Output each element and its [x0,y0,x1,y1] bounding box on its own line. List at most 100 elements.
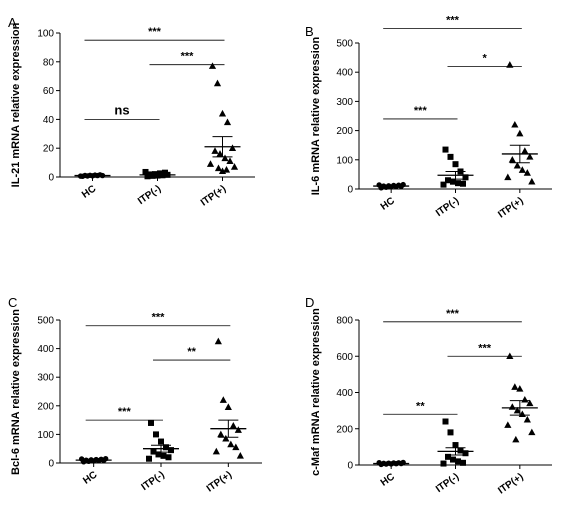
data-point [516,129,524,137]
significance-label: *** [414,105,428,117]
data-point [219,396,227,403]
data-point [455,180,461,187]
data-point [457,447,464,454]
data-point [452,161,459,168]
data-point [223,118,232,126]
y-tick-label: 0 [347,185,353,196]
panel-A: A 0 20 40 60 80 100 IL-21 mRNA relative express… [8,15,255,209]
data-point [228,144,237,151]
data-point [214,164,223,172]
panel-B: B 0 100 200 300 400 500 IL-6 mRNA relative expr… [305,14,552,221]
data-point [440,460,447,467]
x-tick-label: ITP(-) [139,469,166,493]
data-point [521,395,529,403]
data-point [462,174,469,181]
data-point [504,173,512,181]
y-tick-label: 60 [43,86,55,97]
data-point [452,442,459,449]
data-point [162,169,168,176]
panel-letter: C [8,295,17,310]
data-point [512,435,520,443]
data-point [526,399,534,407]
y-tick-label: 300 [37,373,54,384]
y-tick-label: 400 [336,68,353,79]
y-tick-label: 400 [37,344,54,355]
data-point [508,156,516,163]
data-point [440,181,447,188]
x-tick-label: ITP(-) [434,195,461,219]
data-point [518,166,526,173]
y-tick-label: 500 [336,39,353,50]
y-tick-label: 100 [37,430,54,441]
data-point [450,456,456,463]
data-point [516,385,524,392]
x-tick-label: HC [379,195,397,212]
y-tick-label: 100 [37,29,54,40]
y-tick-label: 200 [37,401,54,412]
data-point [155,451,162,458]
y-tick-label: 400 [336,388,353,399]
y-axis-label: IL-6 mRNA relative expression [310,36,322,195]
data-point [528,428,536,436]
data-point [447,429,454,436]
data-point [165,454,172,461]
data-point [163,444,169,451]
y-tick-label: 800 [336,316,353,327]
data-point [227,440,235,448]
data-point [521,147,529,154]
data-point [217,430,225,438]
data-point [460,459,466,466]
data-point [157,170,163,177]
x-tick-label: ITP(-) [434,471,461,495]
panel-letter: D [305,295,314,310]
data-point [226,157,234,164]
y-tick-label: 80 [43,57,55,68]
data-point [211,147,219,154]
x-tick-label: HC [80,183,98,200]
data-point [160,452,167,459]
y-tick-label: 0 [48,459,54,470]
data-point [526,153,534,160]
data-point [168,447,174,454]
significance-label: ns [114,102,129,117]
data-point [221,154,229,162]
significance-label: *** [152,312,166,324]
data-point [153,431,159,438]
data-point [148,419,154,426]
panel-letter: A [8,15,17,30]
data-point [216,150,224,157]
data-point [158,438,164,445]
data-point [376,459,382,466]
data-point [229,422,237,429]
data-point [511,383,519,390]
data-point [218,167,227,175]
data-point [142,168,149,175]
significance-label: *** [446,14,460,26]
x-tick-label: ITP(+) [199,183,228,208]
data-point [513,161,521,169]
data-point [447,153,454,160]
data-point [450,178,456,185]
data-point [442,418,449,425]
y-tick-label: 500 [37,316,54,327]
data-point [445,177,451,184]
x-tick-label: ITP(-) [136,183,163,207]
y-tick-label: 200 [336,424,353,435]
significance-label: *** [478,342,492,354]
significance-label: * [483,52,488,64]
x-tick-label: ITP(+) [205,469,234,494]
x-tick-label: HC [379,471,397,488]
data-point [442,146,449,153]
panel-D: D 0 200 400 600 800 c-Maf mRNA relative expres… [305,295,552,497]
x-tick-label: HC [81,469,99,486]
data-point [218,109,227,117]
significance-label: ** [416,400,425,412]
data-point [460,180,466,187]
data-point [212,447,220,455]
data-point [206,160,215,167]
data-point [511,120,519,128]
data-point [445,453,451,460]
y-tick-label: 600 [336,352,353,363]
data-point [213,79,222,87]
